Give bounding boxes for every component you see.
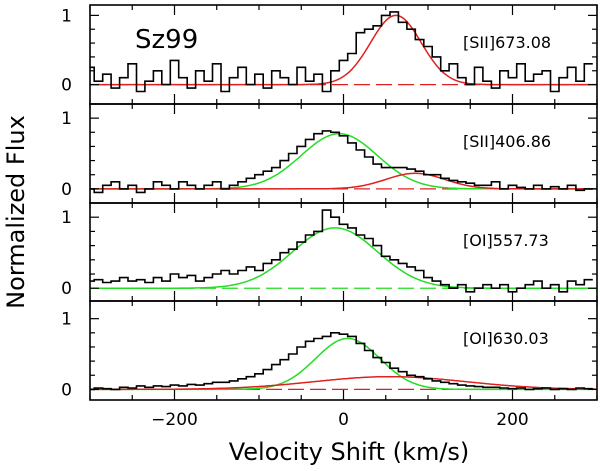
fit-curve-red xyxy=(90,14,597,86)
fit-curve-red xyxy=(90,375,597,391)
y-tick-label: 1 xyxy=(61,208,72,228)
panel-1: 0 1 [SII]673.08 xyxy=(61,4,598,105)
y-tick-label: 1 xyxy=(61,310,72,330)
fit-curve-green xyxy=(90,227,597,289)
emission-line-label: [SII]673.08 xyxy=(463,33,551,52)
x-axis: −200 0 200 xyxy=(151,410,529,430)
y-tick-label: 0 xyxy=(61,279,72,299)
emission-line-label: [SII]406.86 xyxy=(463,132,551,151)
spectrum-histogram xyxy=(90,130,593,194)
emission-line-label: [OI]630.03 xyxy=(463,329,549,348)
emission-line-label: [OI]557.73 xyxy=(463,231,549,250)
panel-3: 0 1 [OI]557.73 xyxy=(61,202,598,302)
x-axis-title: Velocity Shift (km/s) xyxy=(229,438,470,466)
panels-group: 0 1 [SII]673.08 0 1 [SII]406.86 0 1 [OI]557.73 0 1… xyxy=(61,4,598,401)
star-name-label: Sz99 xyxy=(135,25,198,55)
y-tick-label: 0 xyxy=(61,380,72,400)
x-tick-label: −200 xyxy=(151,410,198,430)
x-tick-label: 200 xyxy=(496,410,528,430)
fit-curve-red xyxy=(90,172,597,190)
spectrum-histogram xyxy=(90,332,593,391)
panel-frame xyxy=(89,202,598,302)
spectrum-histogram xyxy=(90,11,593,93)
y-tick-label: 1 xyxy=(61,109,72,129)
y-axis-title: Normalized Flux xyxy=(2,115,30,309)
x-tick-label: 0 xyxy=(338,410,349,430)
spectrum-histogram xyxy=(90,209,593,293)
panel-2: 0 1 [SII]406.86 xyxy=(61,103,598,204)
y-tick-label: 1 xyxy=(61,6,72,26)
panel-4: 0 1 [OI]630.03 xyxy=(61,300,598,401)
panel-frame xyxy=(89,300,598,401)
y-tick-label: 0 xyxy=(61,76,72,96)
y-tick-label: 0 xyxy=(61,180,72,200)
